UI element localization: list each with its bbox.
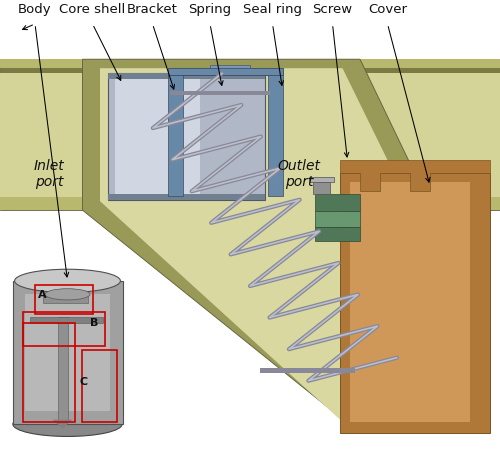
Polygon shape <box>108 193 265 200</box>
Text: Outlet
port: Outlet port <box>278 159 320 189</box>
Polygon shape <box>100 68 468 422</box>
Ellipse shape <box>13 412 122 437</box>
Polygon shape <box>12 281 122 424</box>
Polygon shape <box>58 317 68 420</box>
Polygon shape <box>312 182 330 193</box>
Ellipse shape <box>45 289 90 300</box>
Polygon shape <box>252 197 500 210</box>
Polygon shape <box>170 91 270 95</box>
Polygon shape <box>30 317 102 323</box>
Polygon shape <box>340 174 490 433</box>
Bar <box>22 323 75 422</box>
Text: Screw: Screw <box>312 3 352 16</box>
Text: Inlet
port: Inlet port <box>34 159 64 189</box>
Polygon shape <box>52 420 72 428</box>
Polygon shape <box>108 73 265 200</box>
Text: Body: Body <box>18 3 52 16</box>
Text: C: C <box>80 377 88 387</box>
Text: Cover: Cover <box>368 3 407 16</box>
Polygon shape <box>309 177 334 182</box>
Polygon shape <box>340 160 490 191</box>
Text: Bracket: Bracket <box>127 3 178 16</box>
Polygon shape <box>315 212 360 227</box>
Polygon shape <box>0 59 250 210</box>
Text: Spring: Spring <box>188 3 232 16</box>
Bar <box>22 312 105 346</box>
Polygon shape <box>210 65 250 68</box>
Polygon shape <box>315 227 360 240</box>
Polygon shape <box>0 59 250 68</box>
Polygon shape <box>42 295 88 303</box>
Polygon shape <box>82 59 490 433</box>
Polygon shape <box>25 295 110 411</box>
Text: Seal ring: Seal ring <box>243 3 302 16</box>
Polygon shape <box>0 73 250 197</box>
Polygon shape <box>252 59 500 68</box>
Polygon shape <box>268 75 282 196</box>
Text: B: B <box>90 318 98 328</box>
Ellipse shape <box>14 269 120 293</box>
Polygon shape <box>168 75 182 196</box>
Polygon shape <box>260 368 355 373</box>
Polygon shape <box>108 73 265 79</box>
Polygon shape <box>252 59 500 210</box>
Text: A: A <box>38 290 46 300</box>
Polygon shape <box>0 197 250 210</box>
Bar <box>82 350 118 422</box>
Polygon shape <box>315 193 360 212</box>
Polygon shape <box>115 79 200 196</box>
Bar <box>35 285 92 314</box>
Polygon shape <box>350 182 470 422</box>
Polygon shape <box>252 73 500 197</box>
Polygon shape <box>168 68 282 75</box>
Text: Core shell: Core shell <box>60 3 126 16</box>
